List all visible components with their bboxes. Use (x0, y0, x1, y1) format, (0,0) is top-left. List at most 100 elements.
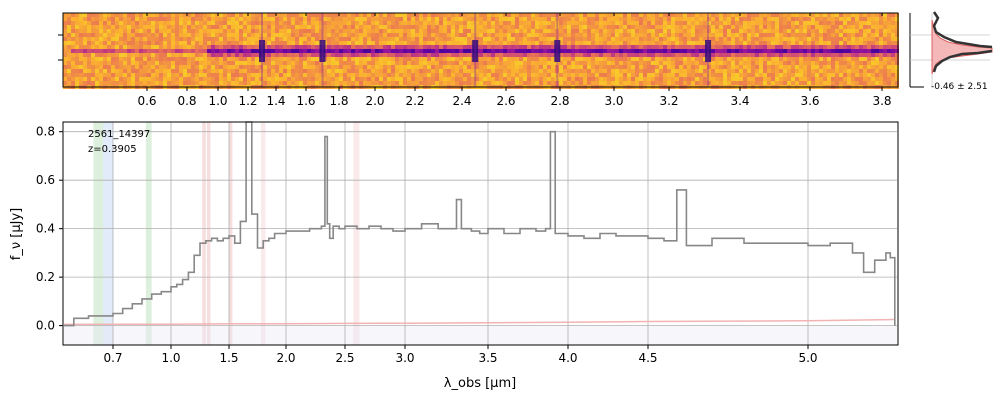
heatmap-cell (815, 29, 819, 33)
heatmap-cell (291, 73, 295, 77)
heatmap-cell (771, 33, 775, 37)
heatmap-cell (291, 81, 295, 85)
heatmap-cell (723, 17, 727, 21)
heatmap-cell (459, 73, 463, 77)
heatmap-cell (179, 33, 183, 37)
heatmap-cell (895, 45, 899, 49)
heatmap-cell (63, 61, 67, 65)
heatmap-cell (715, 37, 719, 41)
heatmap-cell (639, 61, 643, 65)
heatmap-cell (415, 41, 419, 45)
heatmap-cell (375, 13, 379, 17)
heatmap-cell (743, 25, 747, 29)
heatmap-cell (635, 17, 639, 21)
heatmap-cell (179, 77, 183, 81)
heatmap-cell (387, 73, 391, 77)
heatmap-cell (167, 33, 171, 37)
heatmap-cell (659, 45, 663, 49)
heatmap-cell (887, 37, 891, 41)
heatmap-cell (135, 49, 139, 53)
heatmap-cell (191, 21, 195, 25)
heatmap-cell (127, 77, 131, 81)
heatmap-cell (407, 17, 411, 21)
heatmap-cell (95, 17, 99, 21)
heatmap-cell (587, 73, 591, 77)
heatmap-cell (339, 81, 343, 85)
heatmap-cell (631, 21, 635, 25)
heatmap-cell (179, 13, 183, 17)
heatmap-cell (635, 77, 639, 81)
heatmap-cell (739, 17, 743, 21)
heatmap-cell (203, 65, 207, 69)
heatmap-cell (247, 73, 251, 77)
heatmap-cell (491, 37, 495, 41)
heatmap-cell (315, 33, 319, 37)
heatmap-cell (491, 13, 495, 17)
heatmap-cell (727, 61, 731, 65)
heatmap-cell (875, 77, 879, 81)
heatmap-cell (335, 65, 339, 69)
heatmap-cell (235, 41, 239, 45)
heatmap-cell (619, 77, 623, 81)
heatmap-cell (287, 77, 291, 81)
heatmap-cell (171, 45, 175, 49)
heatmap-cell (659, 61, 663, 65)
heatmap-cell (667, 45, 671, 49)
heatmap-cell (95, 21, 99, 25)
heatmap-cell (299, 45, 303, 49)
heatmap-cell (699, 17, 703, 21)
heatmap-cell (135, 29, 139, 33)
heatmap-cell (439, 45, 443, 49)
heatmap-cell (627, 21, 631, 25)
heatmap-cell (627, 17, 631, 21)
heatmap-cell (691, 53, 695, 57)
heatmap-cell (819, 21, 823, 25)
heatmap-cell (227, 49, 231, 53)
heatmap-cell (675, 81, 679, 85)
heatmap-cell (351, 65, 355, 69)
heatmap-cell (547, 45, 551, 49)
heatmap-cell (503, 61, 507, 65)
heatmap-cell (111, 45, 115, 49)
heatmap-cell (747, 21, 751, 25)
heatmap-cell (779, 57, 783, 61)
heatmap-cell (491, 69, 495, 73)
heatmap-cell (275, 33, 279, 37)
heatmap-cell (783, 45, 787, 49)
heatmap-cell (735, 25, 739, 29)
heatmap-cell (775, 33, 779, 37)
heatmap-cell (851, 73, 855, 77)
heatmap-cell (799, 41, 803, 45)
heatmap-cell (295, 77, 299, 81)
heatmap-cell (563, 21, 567, 25)
heatmap-cell (679, 37, 683, 41)
heatmap-cell (191, 57, 195, 61)
heatmap-cell (247, 13, 251, 17)
heatmap-cell (527, 17, 531, 21)
heatmap-cell (235, 29, 239, 33)
heatmap-cell (439, 49, 443, 53)
heatmap-cell (339, 29, 343, 33)
heatmap-cell (71, 49, 75, 53)
heatmap-cell (487, 69, 491, 73)
heatmap-cell (627, 33, 631, 37)
heatmap-cell (719, 69, 723, 73)
heatmap-cell (243, 13, 247, 17)
heatmap-cell (399, 29, 403, 33)
heatmap-cell (267, 57, 271, 61)
heatmap-cell (607, 33, 611, 37)
heatmap-cell (559, 37, 563, 41)
heatmap-cell (67, 17, 71, 21)
heatmap-cell (251, 49, 255, 53)
heatmap-cell (219, 25, 223, 29)
heatmap-cell (875, 73, 879, 77)
heatmap-cell (371, 21, 375, 25)
heatmap-cell (611, 53, 615, 57)
heatmap-cell (103, 57, 107, 61)
heatmap-cell (235, 77, 239, 81)
heatmap-cell (743, 73, 747, 77)
heatmap-cell (331, 21, 335, 25)
heatmap-cell (263, 81, 267, 85)
heatmap-cell (407, 77, 411, 81)
heatmap-cell (571, 53, 575, 57)
